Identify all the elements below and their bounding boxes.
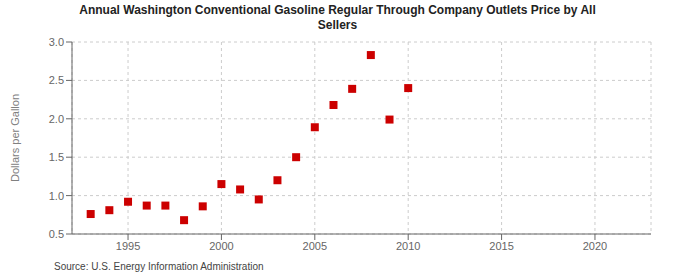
- svg-text:1995: 1995: [116, 240, 140, 252]
- svg-text:2.0: 2.0: [49, 113, 64, 125]
- svg-text:2020: 2020: [583, 240, 607, 252]
- svg-text:2015: 2015: [489, 240, 513, 252]
- html-text:Annual Washington Conventional: Annual Washington Conventional Gasoline …: [79, 3, 596, 17]
- svg-text:1.5: 1.5: [49, 151, 64, 163]
- svg-text:2010: 2010: [396, 240, 420, 252]
- html-text:Source: U.S. Energy Informatio: Source: U.S. Energy Information Administ…: [54, 261, 264, 272]
- svg-text:Dollars per Gallon: Dollars per Gallon: [9, 94, 21, 182]
- svg-text:0.5: 0.5: [49, 228, 64, 240]
- svg-text:1.0: 1.0: [49, 190, 64, 202]
- html-text:Sellers: Sellers: [317, 18, 358, 32]
- svg-text:2.5: 2.5: [49, 74, 64, 86]
- svg-text:2005: 2005: [303, 240, 327, 252]
- svg-text:2000: 2000: [209, 240, 233, 252]
- svg-text:3.0: 3.0: [49, 36, 64, 48]
